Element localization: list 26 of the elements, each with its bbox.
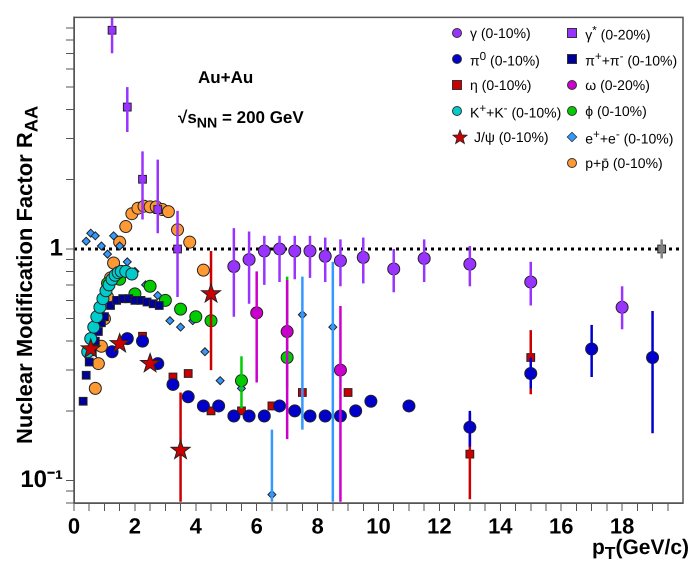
- legend-label: K$^{+}$+K$^{-}$ (0-10%): [470, 102, 562, 120]
- legend-label: γ$^{*}$ (0-20%): [585, 24, 650, 42]
- legend-label: ϕ (0-10%): [585, 103, 647, 119]
- legend-label: π$^{0}$ (0-10%): [470, 50, 540, 68]
- legend-label: p+p̄ (0-10%): [585, 155, 663, 171]
- x-tick-label: 2: [128, 513, 142, 538]
- x-tick-label: 16: [548, 513, 574, 538]
- annotation: √s$_{NN}$ = 200 GeV: [178, 108, 304, 132]
- y-tick-label: 1: [50, 234, 63, 262]
- legend-label: γ (0-10%): [470, 25, 531, 41]
- legend-label: π$^{+}$+π$^{-}$ (0-10%): [585, 50, 678, 68]
- x-tick-label: 8: [311, 513, 324, 538]
- x-tick-label: 6: [250, 513, 263, 538]
- x-tick-label: 12: [427, 513, 452, 538]
- x-tick-label: 0: [68, 513, 80, 538]
- legend-label: J/ψ (0-10%): [474, 129, 549, 145]
- legend-label: ω (0-20%): [585, 77, 650, 93]
- annotation: Au+Au: [198, 68, 254, 88]
- x-axis-title: p$_{T}$(GeV/c): [592, 536, 689, 564]
- x-tick-label: 10: [366, 513, 391, 538]
- x-tick-label: 14: [488, 513, 514, 538]
- y-tick-label: 10⁻¹: [20, 466, 64, 494]
- x-tick-label: 18: [610, 513, 634, 538]
- legend-label: η (0-10%): [470, 77, 532, 93]
- x-tick-label: 4: [190, 513, 203, 538]
- legend-label: e$^{+}$+e$^{-}$ (0-10%): [585, 128, 674, 146]
